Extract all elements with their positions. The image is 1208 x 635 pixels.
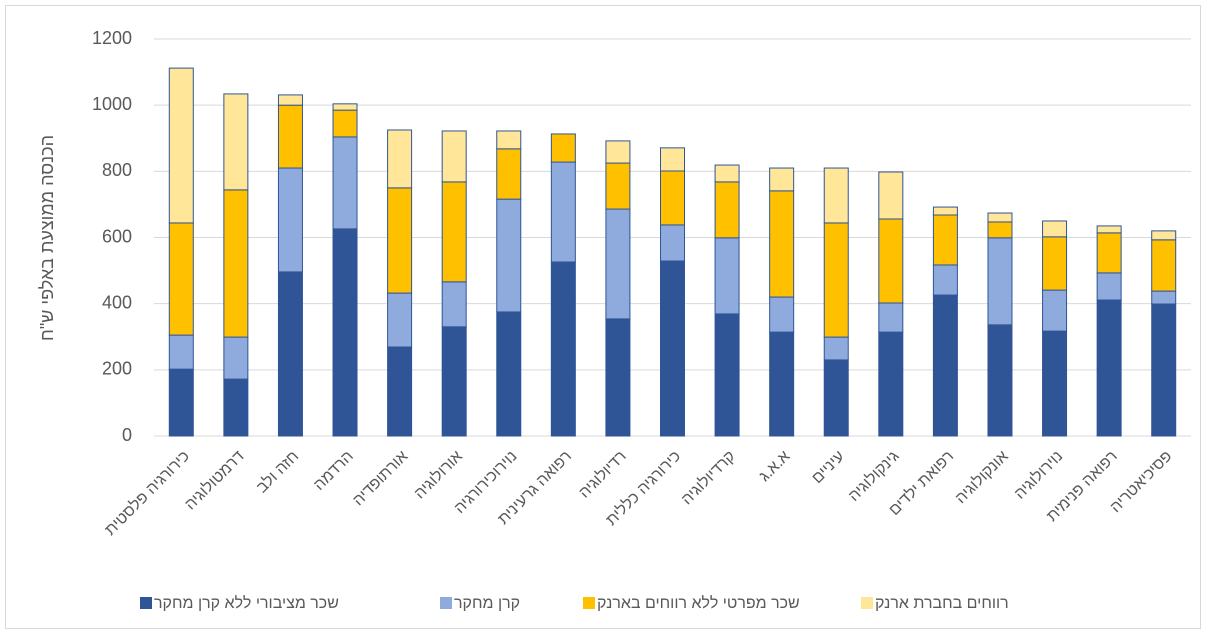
bar-segment	[441, 281, 467, 328]
bar-segment	[878, 218, 904, 304]
bar-segment	[168, 368, 194, 437]
bar-segment	[605, 140, 631, 164]
bar-segment	[441, 181, 467, 283]
bar-segment	[387, 129, 413, 189]
y-tick-label: 400	[102, 292, 132, 312]
bar-segment	[932, 294, 958, 437]
bar-segment	[660, 147, 685, 172]
y-axis-label: הכנסה ממוצעת באלפי ש"ח	[37, 135, 57, 341]
bar-segment	[1096, 272, 1122, 301]
bar-segment	[1042, 330, 1068, 437]
bar-segment	[332, 109, 358, 138]
bar-segment	[714, 181, 740, 239]
bar-segment	[660, 260, 685, 437]
bar-segment	[1096, 232, 1122, 274]
bar-segment	[823, 222, 849, 338]
bar-segment	[441, 326, 467, 437]
bar-segment	[1042, 220, 1068, 238]
bar-segment	[496, 130, 522, 150]
bar-segment	[223, 93, 249, 191]
bar-segment	[277, 167, 303, 273]
bar-segment	[387, 187, 413, 294]
bar-segment	[496, 198, 522, 313]
bar-segment	[1042, 236, 1068, 291]
bar-segment	[878, 171, 904, 220]
bar-segment	[878, 331, 904, 437]
bar-segment	[660, 224, 685, 262]
y-tick-label: 1200	[92, 28, 132, 48]
bar-segment	[496, 148, 522, 200]
bar-segment	[277, 104, 303, 169]
bar-segment	[550, 261, 576, 437]
bar-segment	[987, 212, 1013, 223]
bar-segment	[823, 359, 849, 437]
y-tick-label: 200	[102, 359, 132, 379]
bar-segment	[605, 162, 631, 210]
legend-label: רווחים בחברת ארנק	[875, 595, 1009, 612]
bar-segment	[769, 296, 795, 333]
bar-segment	[496, 311, 522, 437]
bar-segment	[605, 208, 631, 320]
bar-segment	[168, 334, 194, 370]
y-tick-label: 1000	[92, 94, 132, 114]
bar-segment	[332, 136, 358, 230]
y-tick-label: 0	[122, 425, 132, 445]
bar-segment	[932, 206, 958, 216]
bar-segment	[987, 237, 1013, 326]
bar-segment	[168, 67, 194, 224]
bar-segment	[332, 228, 358, 437]
legend-swatch	[861, 597, 873, 609]
bar-segment	[550, 133, 576, 163]
y-tick-label: 800	[102, 160, 132, 180]
bar-segment	[1096, 299, 1122, 437]
legend-swatch	[140, 597, 152, 609]
bar-segment	[605, 318, 631, 437]
bar-segment	[223, 336, 249, 380]
bar-segment	[987, 221, 1013, 239]
bar-segment	[769, 331, 795, 437]
bar-segment	[1151, 239, 1177, 292]
bar-segment	[1042, 289, 1068, 332]
bar-segment	[277, 271, 303, 437]
bar-segment	[387, 292, 413, 348]
bar-segment	[769, 190, 795, 298]
bar-segment	[660, 170, 685, 226]
legend-label: שכר מפרטי ללא רווחים בארנק	[597, 594, 800, 612]
bar-segment	[823, 336, 849, 361]
bar-segment	[987, 324, 1013, 437]
bar-segment	[823, 167, 849, 224]
bar-segment	[441, 130, 467, 183]
bar-segment	[932, 264, 958, 296]
bar-segment	[277, 94, 303, 106]
bar-segment	[550, 161, 576, 263]
bar-segment	[714, 313, 740, 437]
legend-label: שכר מציבורי ללא קרן מחקר	[154, 594, 339, 612]
bar-segment	[223, 378, 249, 437]
bar-segment	[223, 189, 249, 338]
bar-segment	[932, 214, 958, 266]
y-tick-label: 600	[102, 226, 132, 246]
bar-segment	[714, 164, 740, 183]
legend-label: קרן מחקר	[454, 595, 520, 612]
bar-segment	[387, 346, 413, 437]
bar-segment	[769, 167, 795, 192]
bar-segment	[1096, 225, 1122, 234]
bar-segment	[1151, 303, 1177, 437]
bar-segment	[332, 103, 358, 111]
bar-segment	[1151, 230, 1177, 241]
legend-swatch	[583, 597, 595, 609]
bar-segment	[878, 302, 904, 333]
bar-segment	[1151, 290, 1177, 305]
bar-segment	[714, 237, 740, 315]
bar-segment	[168, 222, 194, 336]
legend-swatch	[440, 597, 452, 609]
